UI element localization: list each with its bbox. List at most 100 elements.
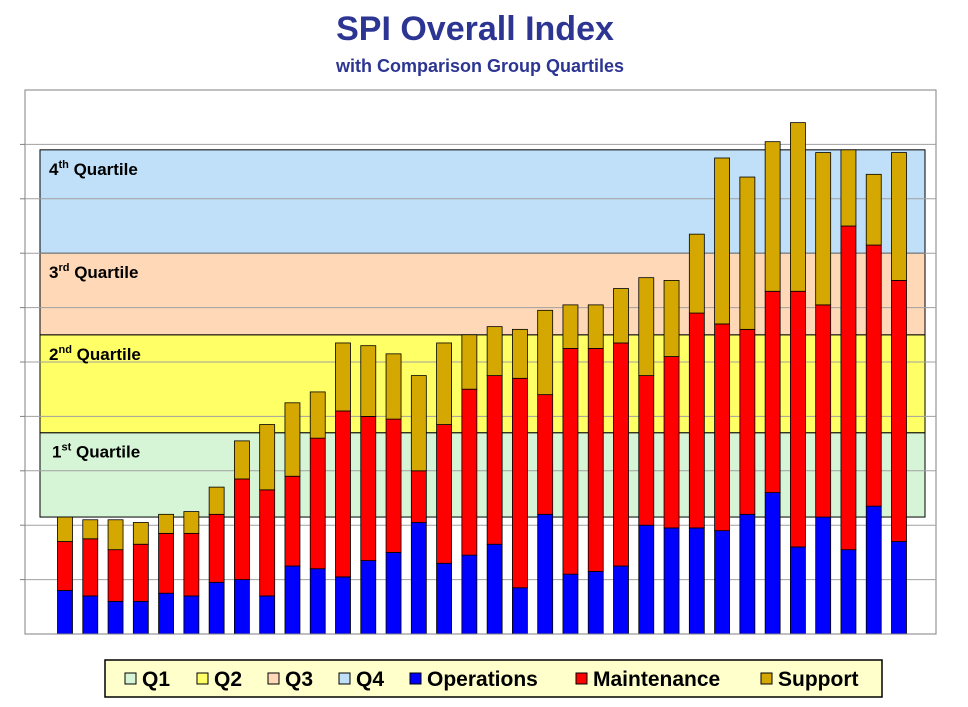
bar-operations-12 <box>335 576 351 635</box>
bar-support-8 <box>234 440 250 480</box>
bar-maintenance-30 <box>790 290 806 548</box>
legend-swatch-q2 <box>196 672 209 685</box>
bar-support-34 <box>891 152 907 281</box>
bar-support-3 <box>107 519 124 551</box>
bar-operations-14 <box>385 552 402 635</box>
bar-support-11 <box>309 391 326 439</box>
quartile-label-q1: 1st Quartile <box>52 442 140 462</box>
bar-maintenance-6 <box>183 532 200 597</box>
chart-title: SPI Overall Index <box>336 10 614 48</box>
bar-maintenance-4 <box>132 543 149 602</box>
bar-support-15 <box>410 375 427 472</box>
bar-maintenance-32 <box>840 225 857 551</box>
bar-operations-16 <box>436 562 452 635</box>
legend-swatch-operations <box>409 672 422 685</box>
bar-maintenance-29 <box>764 290 781 493</box>
bar-operations-1 <box>57 590 73 635</box>
bar-maintenance-21 <box>562 347 579 575</box>
bar-operations-10 <box>284 565 301 635</box>
bar-support-14 <box>385 353 402 420</box>
bar-operations-27 <box>714 530 730 635</box>
bar-operations-20 <box>537 513 554 635</box>
bar-support-10 <box>284 402 301 477</box>
legend-label-maintenance: Maintenance <box>593 668 720 691</box>
bar-maintenance-8 <box>234 478 250 580</box>
bar-support-5 <box>158 513 174 534</box>
bar-operations-15 <box>410 522 427 635</box>
bar-support-13 <box>360 345 377 417</box>
bar-support-9 <box>259 424 276 491</box>
bar-maintenance-16 <box>436 424 452 564</box>
bar-operations-22 <box>587 571 604 635</box>
legend-label-q1: Q1 <box>142 668 170 691</box>
legend-swatch-q1 <box>124 672 137 685</box>
bar-support-2 <box>82 519 99 540</box>
bar-operations-34 <box>891 541 907 635</box>
bar-maintenance-14 <box>385 418 402 553</box>
bar-maintenance-15 <box>410 470 427 523</box>
bar-support-27 <box>714 157 730 325</box>
bar-maintenance-20 <box>537 394 554 515</box>
bar-support-32 <box>840 149 857 227</box>
bar-operations-26 <box>688 527 705 635</box>
bar-maintenance-33 <box>865 244 882 507</box>
legend-swatch-q4 <box>338 672 351 685</box>
bar-support-22 <box>587 304 604 349</box>
bar-support-1 <box>57 516 73 542</box>
chart-subtitle: with Comparison Group Quartiles <box>335 56 624 76</box>
bar-operations-21 <box>562 573 579 635</box>
legend-label-support: Support <box>778 668 858 691</box>
plot-area: 1st Quartile 2nd Quartile 3rd Quartile 4th … <box>20 89 937 635</box>
bar-maintenance-10 <box>284 475 301 567</box>
bar-operations-33 <box>865 505 882 635</box>
bar-maintenance-17 <box>461 388 478 556</box>
bar-operations-4 <box>132 600 149 635</box>
bar-support-24 <box>638 277 655 376</box>
legend-label-operations: Operations <box>427 668 538 691</box>
bar-support-20 <box>537 309 554 396</box>
bar-support-23 <box>613 288 629 344</box>
bar-maintenance-5 <box>158 532 174 594</box>
legend-label-q2: Q2 <box>214 668 242 691</box>
bar-maintenance-27 <box>714 323 730 532</box>
bar-support-31 <box>815 152 832 306</box>
bar-operations-18 <box>486 543 503 635</box>
bar-operations-6 <box>183 595 200 635</box>
bar-operations-5 <box>158 592 174 635</box>
bar-support-26 <box>688 233 705 314</box>
bar-maintenance-28 <box>739 328 756 515</box>
bar-support-16 <box>436 342 452 425</box>
bar-operations-31 <box>815 516 832 635</box>
legend-swatch-support <box>760 672 773 685</box>
bar-maintenance-23 <box>613 342 629 567</box>
legend-box <box>104 659 883 698</box>
bar-maintenance-26 <box>688 312 705 529</box>
bar-support-29 <box>764 141 781 292</box>
bar-maintenance-7 <box>208 513 225 583</box>
bar-maintenance-12 <box>335 410 351 578</box>
bar-operations-11 <box>309 568 326 635</box>
bar-support-25 <box>663 279 680 357</box>
quartile-label-q3: 3rd Quartile <box>49 262 138 282</box>
bar-operations-7 <box>208 581 225 635</box>
bar-maintenance-31 <box>815 304 832 518</box>
bar-operations-25 <box>663 527 680 635</box>
bar-support-30 <box>790 122 806 292</box>
bar-operations-8 <box>234 579 250 635</box>
bar-maintenance-34 <box>891 279 907 542</box>
bar-support-18 <box>486 326 503 377</box>
bar-operations-9 <box>259 595 276 635</box>
bar-support-17 <box>461 334 478 390</box>
bar-support-7 <box>208 486 225 515</box>
bar-maintenance-13 <box>360 415 377 561</box>
bar-maintenance-18 <box>486 375 503 545</box>
quartile-label-q4: 4th Quartile <box>49 159 138 179</box>
bar-support-12 <box>335 342 351 412</box>
legend-swatch-maintenance <box>575 672 588 685</box>
bar-support-19 <box>512 328 528 379</box>
legend-label-q4: Q4 <box>356 668 384 691</box>
bar-operations-28 <box>739 513 756 635</box>
bar-maintenance-11 <box>309 437 326 570</box>
bar-operations-23 <box>613 565 629 635</box>
